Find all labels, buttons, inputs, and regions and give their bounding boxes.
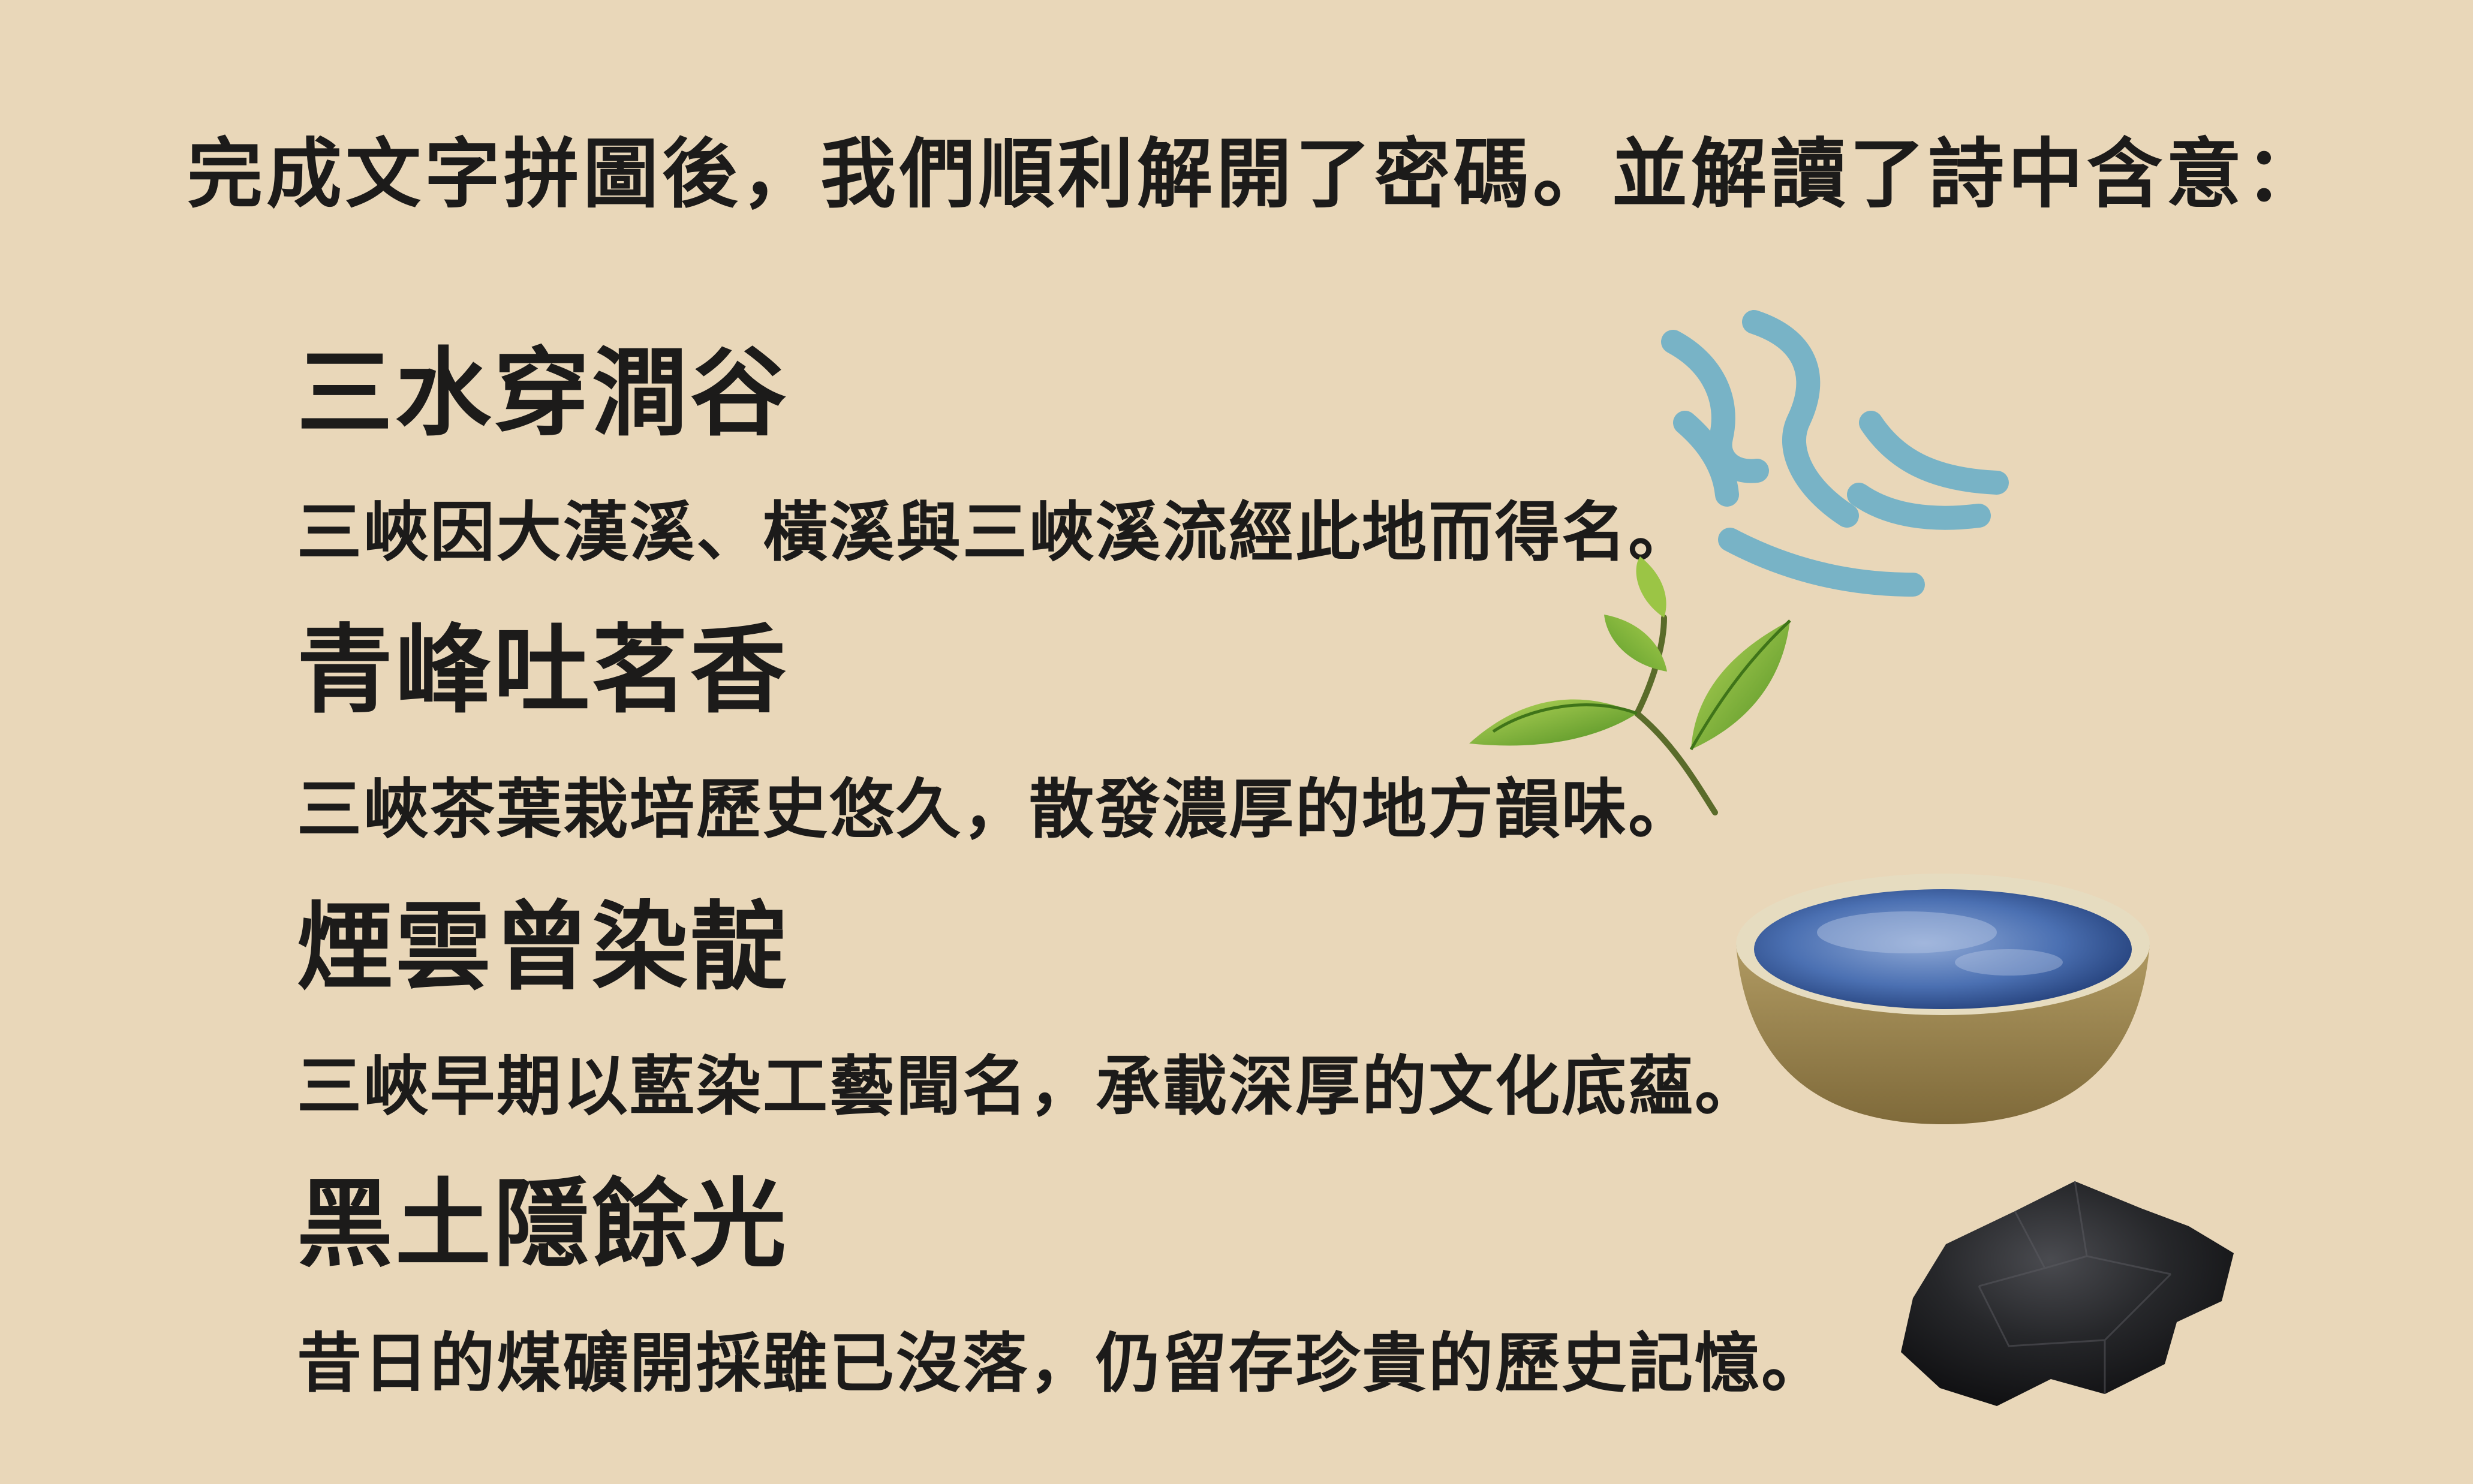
poem-line-3-description: 三峽早期以藍染工藝聞名，承載深厚的文化底蘊。: [297, 1044, 1761, 1128]
intro-text: 完成文字拼圖後，我們順利解開了密碼。並解讀了詩中含意：: [187, 126, 2298, 222]
tea-leaves-icon: [1457, 552, 1805, 821]
poem-line-4-title: 黑土隱餘光: [297, 1167, 789, 1281]
poem-line-1-title: 三水穿澗谷: [297, 336, 789, 450]
indigo-dye-bowl-icon: [1727, 872, 2159, 1124]
coal-lump-icon: [1889, 1172, 2237, 1412]
poem-line-4-description: 昔日的煤礦開採雖已沒落，仍留存珍貴的歷史記憶。: [297, 1322, 1828, 1405]
poem-line-2-title: 青峰吐茗香: [297, 613, 789, 727]
poem-line-3-title: 煙雲曾染靛: [297, 890, 789, 1004]
